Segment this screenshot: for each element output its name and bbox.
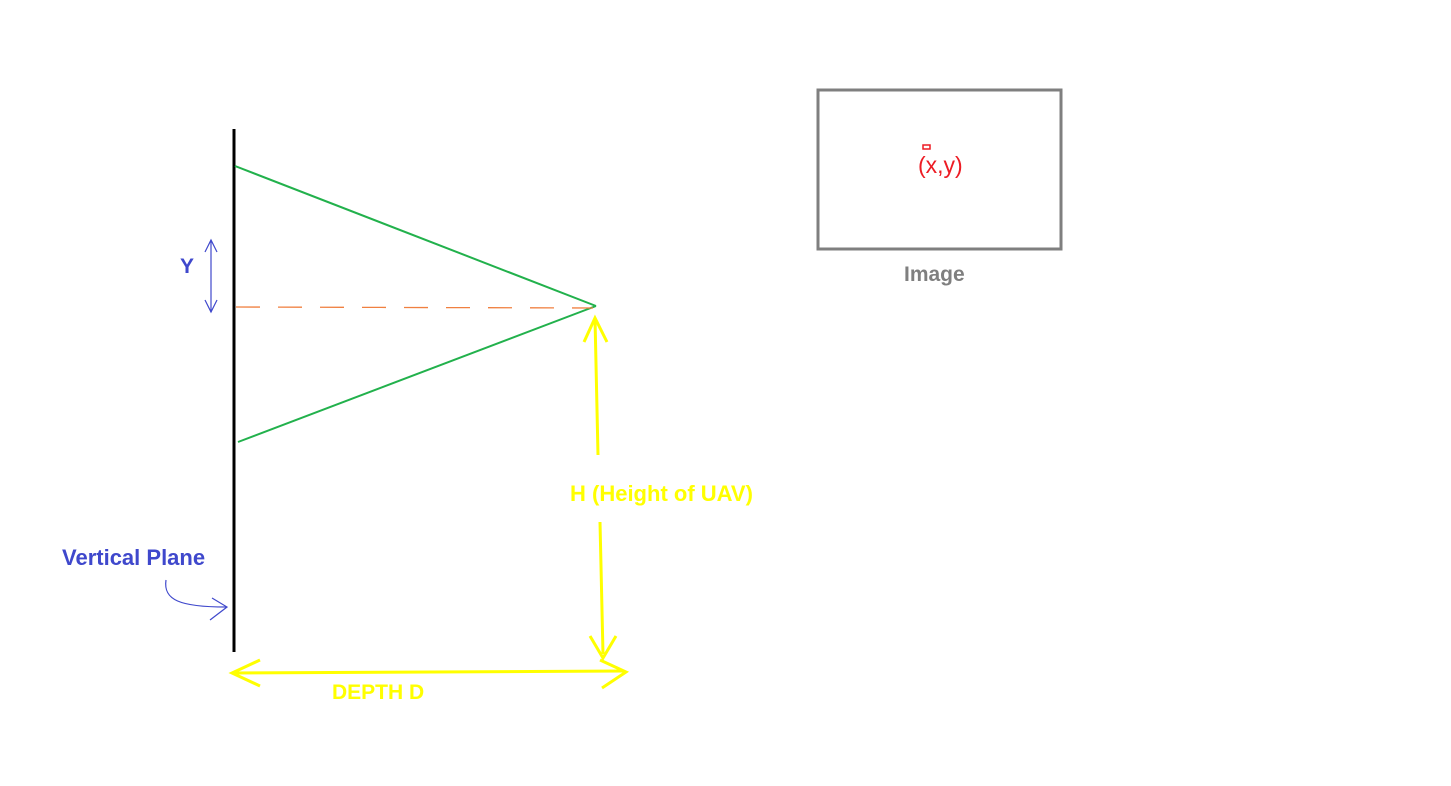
depth-label: DEPTH D [332, 681, 424, 704]
y-offset-arrow [204, 238, 218, 314]
depth-dimension-arrow [228, 658, 630, 690]
upper-view-ray [234, 165, 597, 307]
image-caption: Image [904, 263, 965, 286]
image-point-label: (x,y) [918, 152, 963, 178]
height-dimension-arrow [582, 314, 618, 661]
vertical-plane-label: Vertical Plane [62, 545, 205, 570]
image-point-marker [922, 144, 931, 150]
vertical-plane-pointer-arrow [165, 579, 229, 621]
center-axis-dashed-line [235, 306, 594, 309]
lower-view-ray [237, 305, 597, 443]
image-frame [816, 88, 1063, 251]
y-label: Y [180, 255, 194, 278]
height-label: H (Height of UAV) [570, 481, 753, 506]
